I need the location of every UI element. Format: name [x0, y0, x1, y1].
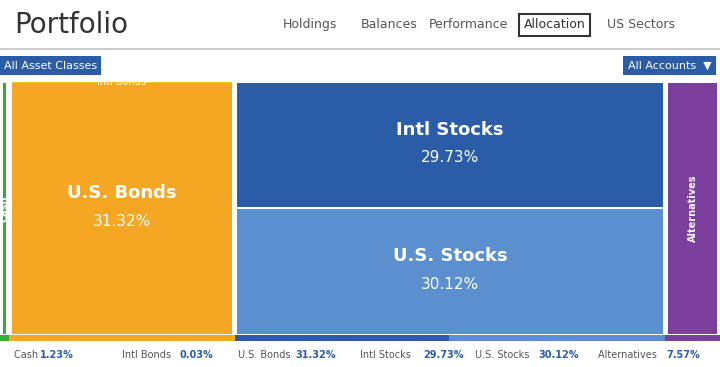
Bar [0, 335, 9, 341]
Text: U.S. Stocks: U.S. Stocks [475, 350, 533, 360]
Text: Balances: Balances [361, 18, 417, 32]
Bar [12, 83, 232, 334]
Bar [235, 335, 449, 341]
Bar [665, 335, 720, 341]
Text: U.S. Bonds: U.S. Bonds [238, 350, 293, 360]
Text: Intl Stocks: Intl Stocks [360, 350, 414, 360]
Text: Cash: Cash [0, 195, 9, 222]
Bar [238, 209, 662, 334]
Text: Alternatives: Alternatives [598, 350, 660, 360]
Bar [449, 335, 665, 341]
Text: 30.12%: 30.12% [539, 350, 579, 360]
Text: 31.32%: 31.32% [93, 214, 151, 229]
Text: Intl Bonds: Intl Bonds [97, 77, 146, 87]
Text: Alternatives: Alternatives [688, 175, 698, 242]
Text: U.S. Stocks: U.S. Stocks [392, 247, 508, 265]
Text: Intl Bonds: Intl Bonds [122, 350, 174, 360]
Text: Allocation: Allocation [523, 18, 585, 32]
Text: Portfolio: Portfolio [14, 11, 128, 39]
Text: 29.73%: 29.73% [423, 350, 464, 360]
Bar [0, 48, 720, 50]
Text: 29.73%: 29.73% [421, 150, 480, 165]
Text: 31.32%: 31.32% [295, 350, 336, 360]
Text: 0.03%: 0.03% [180, 350, 214, 360]
Text: 30.12%: 30.12% [421, 276, 479, 291]
Text: U.S. Bonds: U.S. Bonds [67, 184, 176, 202]
Text: All Accounts  ▼: All Accounts ▼ [628, 61, 711, 71]
Bar [238, 83, 662, 207]
Text: Intl Stocks: Intl Stocks [396, 120, 504, 138]
Bar [668, 83, 717, 334]
Text: 7.57%: 7.57% [666, 350, 700, 360]
Bar [12, 81, 232, 83]
Text: Performance: Performance [428, 18, 508, 32]
Bar [9, 335, 235, 341]
Text: Cash: Cash [14, 350, 42, 360]
Text: US Sectors: US Sectors [607, 18, 675, 32]
Text: 1.23%: 1.23% [40, 350, 73, 360]
Bar [3, 83, 6, 334]
Text: Holdings: Holdings [282, 18, 337, 32]
Text: All Asset Classes: All Asset Classes [4, 61, 97, 71]
